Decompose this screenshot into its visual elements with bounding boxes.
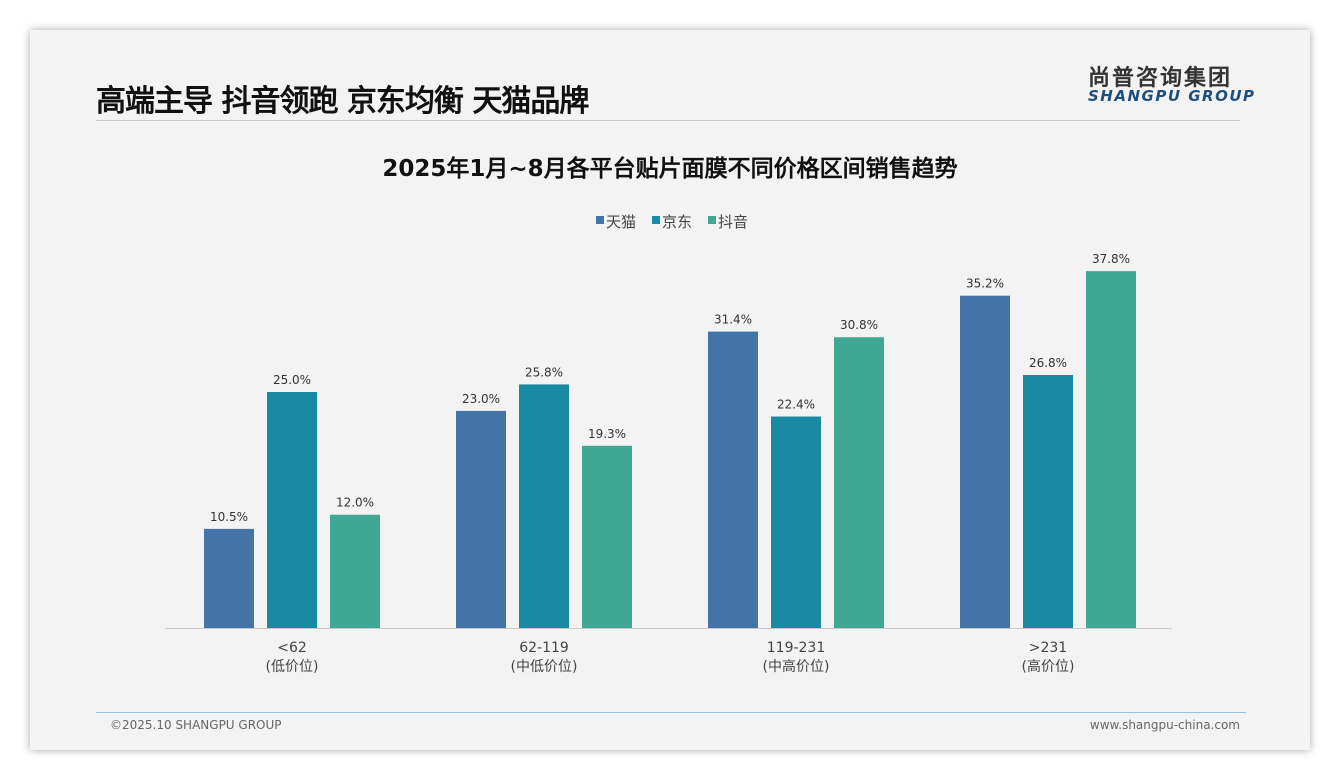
legend: 天猫 京东 抖音: [596, 213, 748, 231]
data-label: 25.8%: [525, 365, 563, 379]
data-label: 37.8%: [1092, 252, 1130, 266]
chart-title: 2025年1月~8月各平台贴片面膜不同价格区间销售趋势: [382, 155, 957, 182]
bar: [456, 410, 506, 628]
bar: [771, 416, 821, 628]
footer-divider: [96, 712, 1246, 713]
data-label: 19.3%: [588, 427, 626, 441]
bar: [960, 295, 1010, 628]
data-label: 35.2%: [966, 277, 1004, 291]
category-sublabel: (中高价位): [763, 658, 830, 675]
bar: [519, 384, 569, 628]
bar: [1086, 271, 1136, 628]
data-label: 25.0%: [273, 373, 311, 387]
bar: [267, 392, 317, 628]
category-label: <62: [277, 640, 307, 656]
legend-swatch: [652, 216, 660, 224]
category-label: >231: [1029, 640, 1067, 656]
category-sublabel: (低价位): [266, 659, 319, 675]
legend-swatch: [708, 216, 716, 224]
copyright: ©2025.10 SHANGPU GROUP: [110, 718, 282, 732]
bar: [834, 337, 884, 628]
bar: [582, 445, 632, 628]
page-title: 高端主导 抖音领跑 京东均衡 天猫品牌: [96, 84, 589, 119]
data-label: 26.8%: [1029, 356, 1067, 370]
legend-label: 抖音: [718, 213, 748, 231]
data-label: 30.8%: [840, 318, 878, 332]
category-sublabel: (中低价位): [511, 659, 578, 675]
bar: [1023, 375, 1073, 628]
data-label: 23.0%: [462, 392, 500, 406]
legend-label: 京东: [662, 213, 692, 231]
logo-cn: 尚普咨询集团: [1088, 66, 1233, 91]
header-divider: [96, 120, 1240, 121]
bar: [204, 528, 254, 628]
data-label: 22.4%: [777, 398, 815, 412]
category-sublabel: (高价位): [1022, 658, 1075, 675]
category-label: 62-119: [519, 640, 569, 656]
data-label: 12.0%: [336, 496, 374, 510]
bar: [330, 514, 380, 628]
website: www.shangpu-china.com: [1089, 718, 1240, 732]
legend-label: 天猫: [606, 213, 636, 231]
bar: [708, 331, 758, 628]
logo-en: SHANGPU GROUP: [1088, 87, 1256, 105]
legend-swatch: [596, 216, 604, 224]
data-label: 10.5%: [210, 510, 248, 524]
category-label: 119-231: [767, 640, 826, 656]
data-label: 31.4%: [714, 313, 752, 327]
